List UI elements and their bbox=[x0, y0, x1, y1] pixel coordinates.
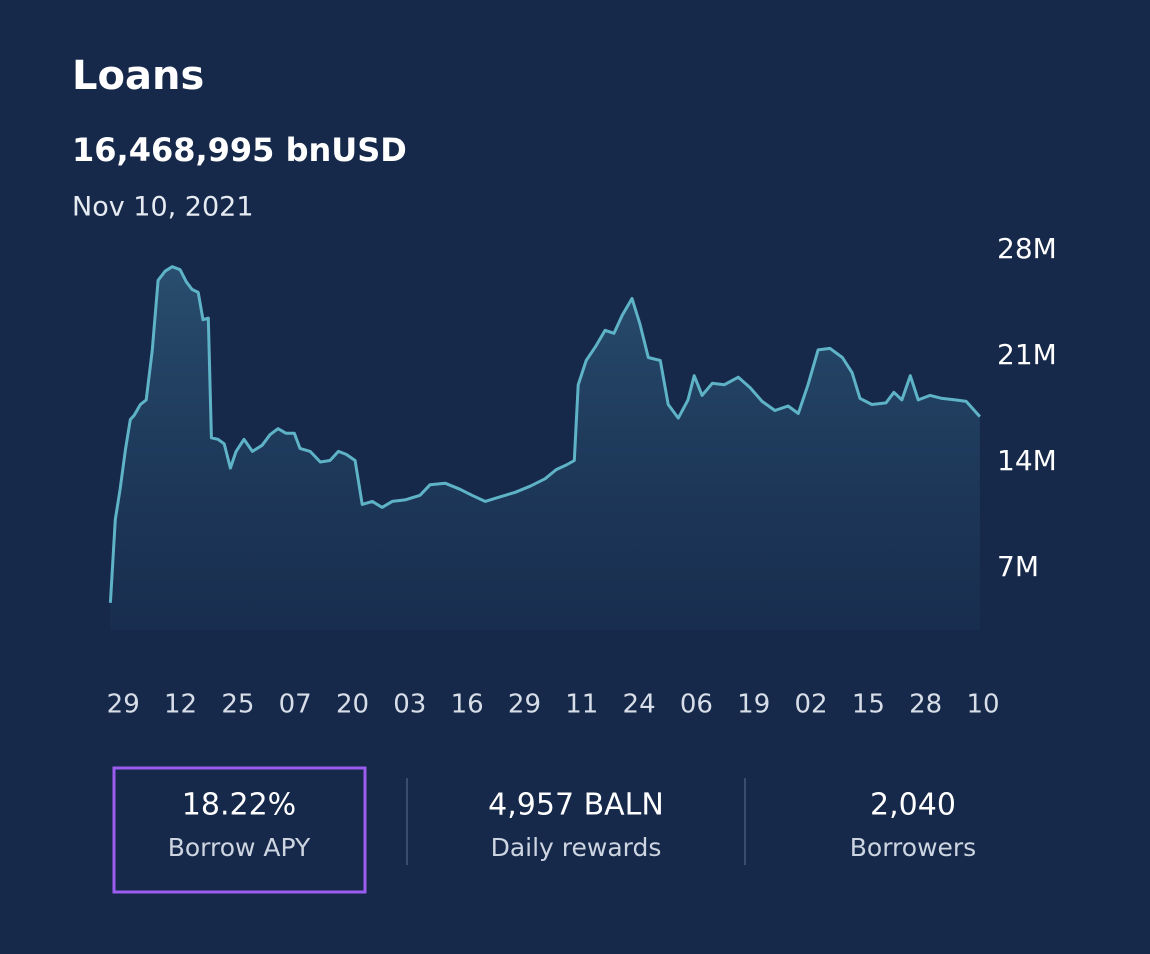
stat-value: 2,040 bbox=[870, 788, 956, 823]
x-tick-label: 29 bbox=[508, 690, 541, 720]
selected-highlight bbox=[112, 766, 367, 894]
stat-borrowers[interactable]: 2,040 Borrowers bbox=[850, 788, 976, 863]
x-tick-label: 15 bbox=[852, 690, 885, 720]
y-tick-label: 28M bbox=[997, 232, 1057, 265]
area-fill bbox=[110, 266, 980, 630]
stat-value: 4,957 BALN bbox=[488, 788, 664, 823]
stat-borrow-apy[interactable]: 18.22% Borrow APY bbox=[168, 788, 311, 863]
x-tick-label: 20 bbox=[336, 690, 369, 720]
x-tick-label: 11 bbox=[565, 690, 598, 720]
x-tick-label: 06 bbox=[680, 690, 713, 720]
stat-label: Borrowers bbox=[850, 833, 976, 862]
x-tick-label: 25 bbox=[221, 690, 254, 720]
chart: 7M 14M 21M 28M 29 12 25 07 20 03 16 29 11 24 06 19 02 15 2… bbox=[107, 232, 1057, 720]
x-tick-label: 02 bbox=[794, 690, 827, 720]
stat-label: Daily rewards bbox=[491, 833, 662, 862]
y-tick-label: 14M bbox=[997, 444, 1057, 477]
total-value: 16,468,995 bnUSD bbox=[72, 131, 407, 169]
x-tick-label: 12 bbox=[164, 690, 197, 720]
x-tick-label: 10 bbox=[966, 690, 999, 720]
x-tick-label: 28 bbox=[909, 690, 942, 720]
x-tick-label: 07 bbox=[279, 690, 312, 720]
x-tick-label: 24 bbox=[623, 690, 656, 720]
x-tick-label: 19 bbox=[737, 690, 770, 720]
stat-value: 18.22% bbox=[182, 788, 296, 823]
date: Nov 10, 2021 bbox=[72, 192, 254, 223]
x-tick-label: 29 bbox=[107, 690, 140, 720]
y-tick-label: 7M bbox=[997, 550, 1039, 583]
line bbox=[108, 265, 982, 603]
x-tick-label: 03 bbox=[393, 690, 426, 720]
y-tick-label: 21M bbox=[997, 338, 1057, 371]
stat-daily-rewards[interactable]: 4,957 BALN Daily rewards bbox=[488, 788, 664, 863]
stat-label: Borrow APY bbox=[168, 833, 311, 862]
title: Loans bbox=[72, 53, 204, 99]
x-tick-label: 16 bbox=[451, 690, 484, 720]
